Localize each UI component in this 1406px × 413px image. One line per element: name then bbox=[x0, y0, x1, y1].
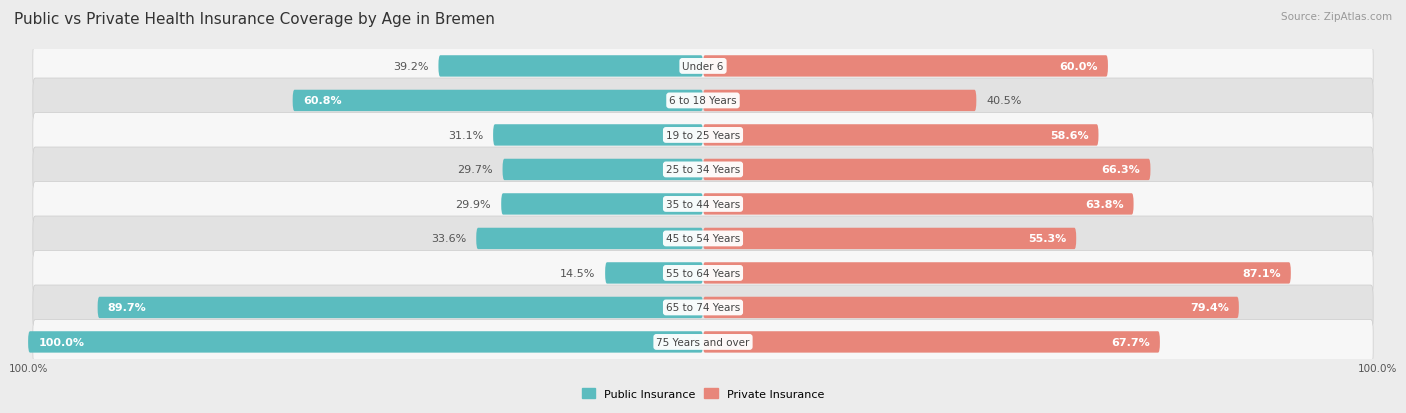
FancyBboxPatch shape bbox=[32, 320, 1374, 365]
Text: 45 to 54 Years: 45 to 54 Years bbox=[666, 234, 740, 244]
FancyBboxPatch shape bbox=[703, 56, 1108, 78]
Legend: Public Insurance, Private Insurance: Public Insurance, Private Insurance bbox=[578, 384, 828, 404]
Text: 60.0%: 60.0% bbox=[1059, 62, 1098, 72]
Text: 63.8%: 63.8% bbox=[1085, 199, 1123, 209]
FancyBboxPatch shape bbox=[494, 125, 703, 146]
FancyBboxPatch shape bbox=[28, 331, 703, 353]
FancyBboxPatch shape bbox=[605, 263, 703, 284]
Text: 87.1%: 87.1% bbox=[1241, 268, 1281, 278]
Text: 75 Years and over: 75 Years and over bbox=[657, 337, 749, 347]
Text: 14.5%: 14.5% bbox=[560, 268, 595, 278]
Text: 89.7%: 89.7% bbox=[108, 303, 146, 313]
FancyBboxPatch shape bbox=[32, 79, 1374, 123]
FancyBboxPatch shape bbox=[32, 216, 1374, 261]
Text: 66.3%: 66.3% bbox=[1101, 165, 1140, 175]
Text: 39.2%: 39.2% bbox=[392, 62, 429, 72]
FancyBboxPatch shape bbox=[703, 194, 1133, 215]
FancyBboxPatch shape bbox=[703, 263, 1291, 284]
FancyBboxPatch shape bbox=[703, 331, 1160, 353]
FancyBboxPatch shape bbox=[703, 125, 1098, 146]
Text: 60.8%: 60.8% bbox=[302, 96, 342, 106]
Text: 35 to 44 Years: 35 to 44 Years bbox=[666, 199, 740, 209]
Text: Under 6: Under 6 bbox=[682, 62, 724, 72]
Text: 55 to 64 Years: 55 to 64 Years bbox=[666, 268, 740, 278]
FancyBboxPatch shape bbox=[477, 228, 703, 249]
FancyBboxPatch shape bbox=[703, 90, 976, 112]
Text: 67.7%: 67.7% bbox=[1111, 337, 1150, 347]
Text: 31.1%: 31.1% bbox=[447, 131, 484, 140]
Text: 79.4%: 79.4% bbox=[1189, 303, 1229, 313]
FancyBboxPatch shape bbox=[439, 56, 703, 78]
Text: 40.5%: 40.5% bbox=[987, 96, 1022, 106]
Text: 29.7%: 29.7% bbox=[457, 165, 492, 175]
Text: 6 to 18 Years: 6 to 18 Years bbox=[669, 96, 737, 106]
FancyBboxPatch shape bbox=[703, 297, 1239, 318]
FancyBboxPatch shape bbox=[32, 148, 1374, 192]
FancyBboxPatch shape bbox=[292, 90, 703, 112]
Text: Public vs Private Health Insurance Coverage by Age in Bremen: Public vs Private Health Insurance Cover… bbox=[14, 12, 495, 27]
Text: 33.6%: 33.6% bbox=[430, 234, 467, 244]
FancyBboxPatch shape bbox=[32, 45, 1374, 89]
Text: 25 to 34 Years: 25 to 34 Years bbox=[666, 165, 740, 175]
FancyBboxPatch shape bbox=[32, 113, 1374, 158]
FancyBboxPatch shape bbox=[32, 285, 1374, 330]
Text: 29.9%: 29.9% bbox=[456, 199, 491, 209]
FancyBboxPatch shape bbox=[501, 194, 703, 215]
FancyBboxPatch shape bbox=[97, 297, 703, 318]
Text: 19 to 25 Years: 19 to 25 Years bbox=[666, 131, 740, 140]
FancyBboxPatch shape bbox=[502, 159, 703, 181]
Text: 65 to 74 Years: 65 to 74 Years bbox=[666, 303, 740, 313]
FancyBboxPatch shape bbox=[32, 182, 1374, 227]
Text: 100.0%: 100.0% bbox=[38, 337, 84, 347]
FancyBboxPatch shape bbox=[703, 159, 1150, 181]
Text: 58.6%: 58.6% bbox=[1050, 131, 1088, 140]
Text: Source: ZipAtlas.com: Source: ZipAtlas.com bbox=[1281, 12, 1392, 22]
FancyBboxPatch shape bbox=[32, 251, 1374, 296]
FancyBboxPatch shape bbox=[703, 228, 1076, 249]
Text: 55.3%: 55.3% bbox=[1028, 234, 1066, 244]
